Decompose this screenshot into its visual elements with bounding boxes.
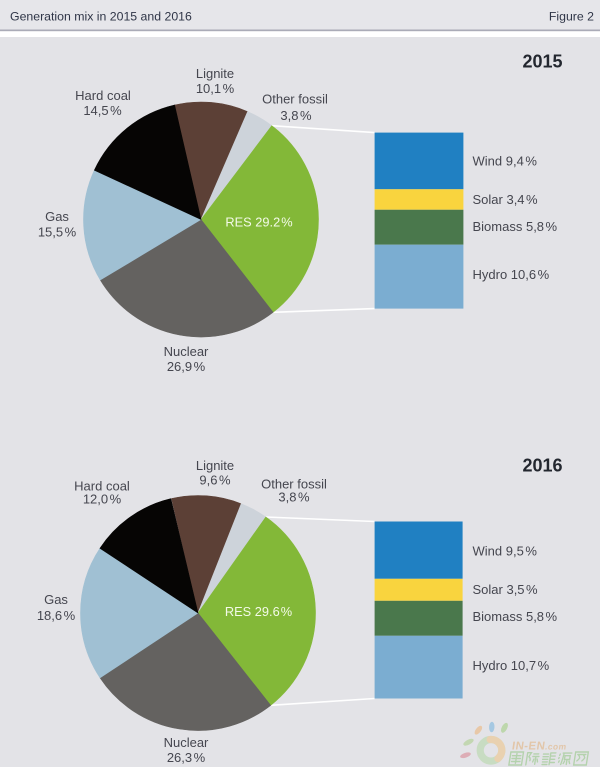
svg-text:3,8%: 3,8% — [280, 108, 312, 123]
svg-text:26,9%: 26,9% — [167, 359, 206, 374]
svg-text:Other fossil: Other fossil — [261, 477, 327, 492]
svg-text:Lignite: Lignite — [196, 458, 234, 473]
svg-text:Biomass 5,8%: Biomass 5,8% — [473, 219, 558, 234]
svg-text:Hydro 10,7%: Hydro 10,7% — [473, 658, 550, 673]
svg-text:Hydro 10,6%: Hydro 10,6% — [473, 267, 550, 282]
svg-text:18,6%: 18,6% — [37, 608, 76, 623]
svg-text:Other fossil: Other fossil — [262, 92, 328, 107]
svg-text:Biomass 5,8%: Biomass 5,8% — [473, 609, 558, 624]
svg-text:Gas: Gas — [45, 209, 69, 224]
svg-text:RES 29.6%: RES 29.6% — [225, 604, 292, 619]
svg-text:10,1%: 10,1% — [196, 81, 235, 96]
svg-text:Nuclear: Nuclear — [164, 735, 209, 750]
svg-text:2016: 2016 — [522, 456, 562, 476]
svg-text:RES 29.2%: RES 29.2% — [225, 215, 292, 230]
svg-text:9,6%: 9,6% — [199, 473, 231, 488]
svg-text:Wind 9,4%: Wind 9,4% — [473, 153, 538, 168]
svg-text:Solar 3,5%: Solar 3,5% — [473, 582, 539, 597]
svg-text:Hard coal: Hard coal — [74, 479, 130, 494]
svg-text:Lignite: Lignite — [196, 66, 234, 81]
svg-text:Generation mix in 2015 and 201: Generation mix in 2015 and 2016 — [10, 10, 192, 24]
svg-text:15,5%: 15,5% — [38, 225, 77, 240]
svg-text:2015: 2015 — [522, 52, 562, 72]
svg-text:Solar 3,4%: Solar 3,4% — [473, 192, 539, 207]
svg-text:Wind 9,5%: Wind 9,5% — [473, 544, 538, 559]
svg-text:Hard coal: Hard coal — [75, 88, 131, 103]
svg-text:14,5%: 14,5% — [83, 103, 122, 118]
svg-text:Gas: Gas — [44, 592, 68, 607]
svg-text:Figure 2: Figure 2 — [549, 10, 594, 24]
svg-text:26,3%: 26,3% — [167, 750, 206, 765]
svg-text:IN-EN.com: IN-EN.com — [511, 741, 567, 753]
svg-text:3,8%: 3,8% — [278, 490, 310, 505]
svg-text:12,0%: 12,0% — [83, 492, 122, 507]
svg-text:Nuclear: Nuclear — [164, 344, 209, 359]
